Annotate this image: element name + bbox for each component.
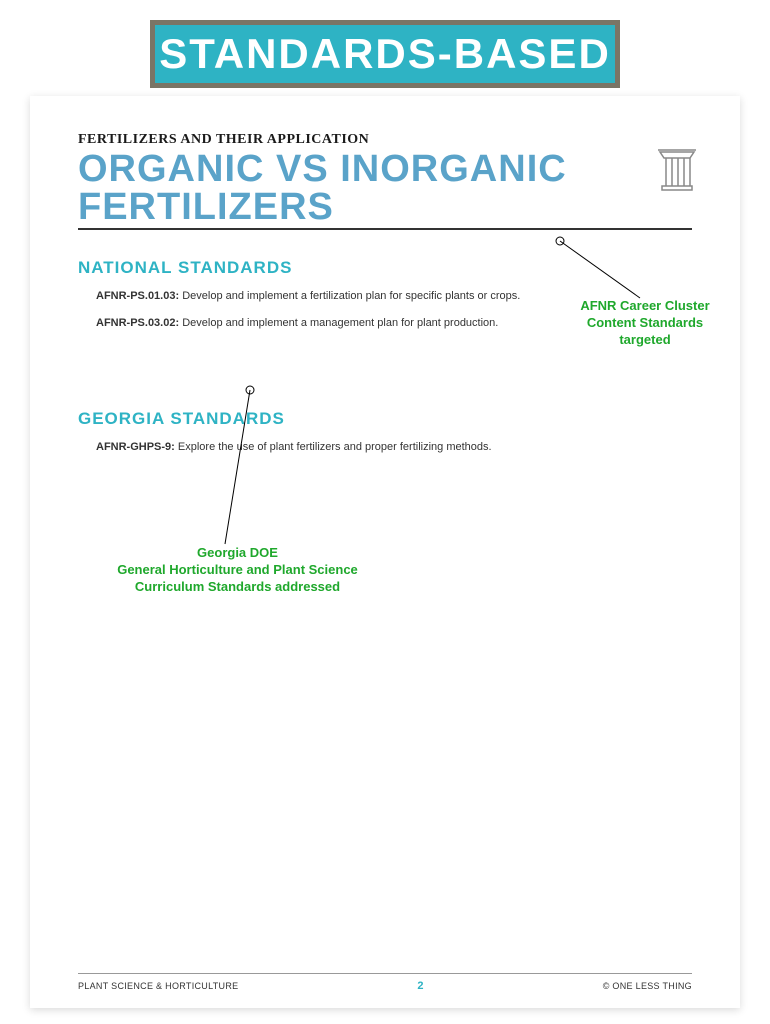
- page-number: 2: [417, 980, 423, 992]
- standard-desc: Develop and implement a fertilization pl…: [182, 290, 520, 302]
- georgia-heading: GEORGIA STANDARDS: [78, 409, 692, 429]
- standard-code: AFNR-PS.03.02:: [96, 317, 179, 329]
- main-title-text: ORGANIC VS INORGANIC FERTILIZERS: [78, 148, 567, 228]
- callout-georgia: Georgia DOE General Horticulture and Pla…: [110, 545, 365, 596]
- main-title: ORGANIC VS INORGANIC FERTILIZERS: [78, 150, 692, 230]
- footer-right: © ONE LESS THING: [603, 981, 692, 991]
- page-footer: PLANT SCIENCE & HORTICULTURE 2 © ONE LES…: [78, 973, 692, 992]
- section-label: FERTILIZERS AND THEIR APPLICATION: [78, 132, 692, 148]
- standard-code: AFNR-GHPS-9:: [96, 441, 175, 453]
- georgia-item-0: AFNR-GHPS-9: Explore the use of plant fe…: [96, 439, 692, 456]
- callout-afnr: AFNR Career Cluster Content Standards ta…: [555, 298, 735, 349]
- national-heading: NATIONAL STANDARDS: [78, 258, 692, 278]
- banner-text: STANDARDS-BASED: [159, 30, 611, 78]
- standard-code: AFNR-PS.01.03:: [96, 290, 179, 302]
- footer-left: PLANT SCIENCE & HORTICULTURE: [78, 981, 238, 991]
- callout-georgia-text: Georgia DOE General Horticulture and Pla…: [110, 545, 365, 596]
- pillar-icon: [656, 144, 698, 192]
- standards-banner: STANDARDS-BASED: [150, 20, 620, 88]
- standard-desc: Develop and implement a management plan …: [182, 317, 498, 329]
- callout-afnr-text: AFNR Career Cluster Content Standards ta…: [555, 298, 735, 349]
- standard-desc: Explore the use of plant fertilizers and…: [178, 441, 492, 453]
